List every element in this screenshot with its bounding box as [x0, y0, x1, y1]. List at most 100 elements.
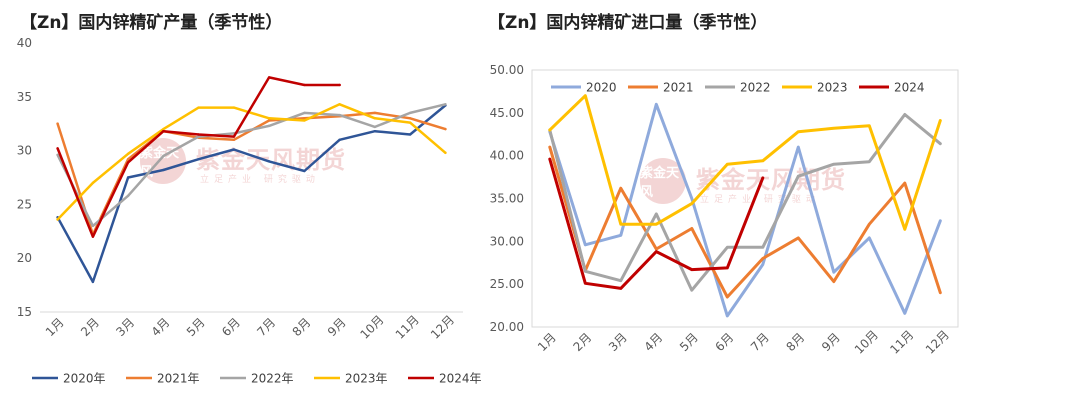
data-point: [939, 119, 942, 122]
legend-label: 2020年: [63, 372, 106, 386]
data-point: [444, 103, 447, 106]
legend-label: 2021: [663, 81, 694, 95]
data-point: [655, 223, 658, 226]
y-tick-label: 35: [17, 90, 32, 104]
data-point: [408, 121, 412, 124]
data-point: [91, 280, 95, 284]
chart-title: 【Zn】国内锌精矿产量（季节性）: [20, 13, 283, 33]
data-point: [655, 250, 658, 253]
y-tick-label: 40.00: [490, 149, 524, 163]
x-tick-label: 6月: [713, 330, 737, 354]
data-point: [868, 124, 871, 127]
data-point: [197, 133, 200, 136]
y-tick-label: 30: [17, 144, 32, 158]
x-tick-label: 11月: [887, 328, 916, 357]
data-point: [832, 270, 835, 274]
series-line-2022: [548, 113, 942, 292]
data-point: [761, 176, 764, 180]
data-point: [619, 223, 622, 226]
data-point: [690, 197, 693, 200]
series-line-2024年: [56, 76, 341, 238]
plot-frame: [531, 69, 959, 328]
data-point: [868, 223, 871, 226]
x-tick-label: 4月: [642, 330, 666, 354]
y-tick-label: 45.00: [490, 106, 524, 120]
x-tick-label: 5月: [184, 315, 208, 339]
y-tick-label: 15: [17, 305, 32, 319]
y-tick-label: 35.00: [490, 192, 524, 206]
data-point: [162, 130, 165, 133]
legend-label: 2021年: [157, 372, 200, 386]
data-point: [903, 181, 906, 185]
data-point: [56, 122, 59, 125]
data-point: [797, 130, 800, 133]
data-point: [408, 117, 412, 120]
series-line-2020: [548, 102, 942, 318]
data-point: [91, 235, 95, 238]
data-point: [303, 169, 306, 173]
data-point: [903, 312, 906, 315]
data-point: [690, 288, 693, 292]
data-point: [126, 176, 130, 179]
data-point: [619, 234, 622, 237]
data-point: [939, 291, 942, 294]
x-tick-label: 8月: [290, 315, 314, 339]
data-point: [267, 76, 271, 79]
x-tick-label: 12月: [428, 313, 457, 342]
data-point: [267, 119, 271, 122]
data-point: [726, 163, 729, 166]
data-point: [373, 125, 377, 129]
data-point: [126, 152, 130, 156]
x-tick-label: 6月: [219, 315, 243, 339]
data-point: [303, 111, 306, 115]
data-point: [584, 94, 587, 97]
chart-import-volume: 【Zn】国内锌精矿进口量（季节性） 紫金天风 紫金天风期货 立足产业 研究驱动 …: [488, 0, 1080, 403]
data-point: [690, 227, 693, 230]
data-point: [868, 236, 871, 240]
data-point: [232, 138, 236, 142]
data-point: [232, 135, 236, 138]
data-point: [373, 117, 377, 120]
y-tick-label: 20.00: [490, 320, 524, 334]
data-point: [761, 257, 764, 260]
data-point: [232, 148, 236, 151]
legend-label: 2024年: [439, 372, 482, 386]
data-point: [832, 163, 835, 166]
data-point: [162, 154, 165, 158]
data-point: [903, 228, 906, 231]
data-point: [761, 159, 764, 163]
data-point: [303, 119, 306, 122]
data-point: [832, 280, 835, 283]
data-point: [584, 282, 587, 285]
x-tick-label: 9月: [325, 315, 349, 339]
data-point: [939, 142, 942, 145]
y-tick-label: 20: [17, 251, 32, 265]
data-point: [761, 263, 764, 266]
data-point: [655, 247, 658, 251]
data-point: [303, 83, 306, 87]
data-point: [338, 113, 341, 117]
x-tick-label: 2月: [78, 315, 102, 339]
data-point: [232, 106, 236, 109]
series-line-2020年: [56, 104, 447, 284]
chart-domestic-output: 【Zn】国内锌精矿产量（季节性） 紫金天风 紫金天风期货 立足产业 研究驱动 1…: [17, 13, 482, 386]
data-point: [655, 103, 658, 106]
data-point: [408, 111, 412, 115]
y-tick-label: 30.00: [490, 234, 524, 248]
data-point: [91, 181, 95, 185]
data-point: [797, 145, 800, 149]
series-line-2022年: [56, 103, 447, 228]
data-point: [126, 161, 130, 164]
chart-title: 【Zn】国内锌精矿进口量（季节性）: [488, 13, 768, 33]
data-point: [126, 194, 130, 197]
data-point: [126, 158, 130, 161]
legend-label: 2020: [586, 81, 617, 95]
data-point: [726, 246, 729, 249]
y-tick-label: 40: [17, 36, 32, 50]
x-tick-label: 4月: [149, 315, 173, 339]
data-point: [584, 270, 587, 273]
data-point: [267, 124, 271, 128]
data-point: [56, 218, 59, 221]
data-point: [56, 153, 59, 157]
